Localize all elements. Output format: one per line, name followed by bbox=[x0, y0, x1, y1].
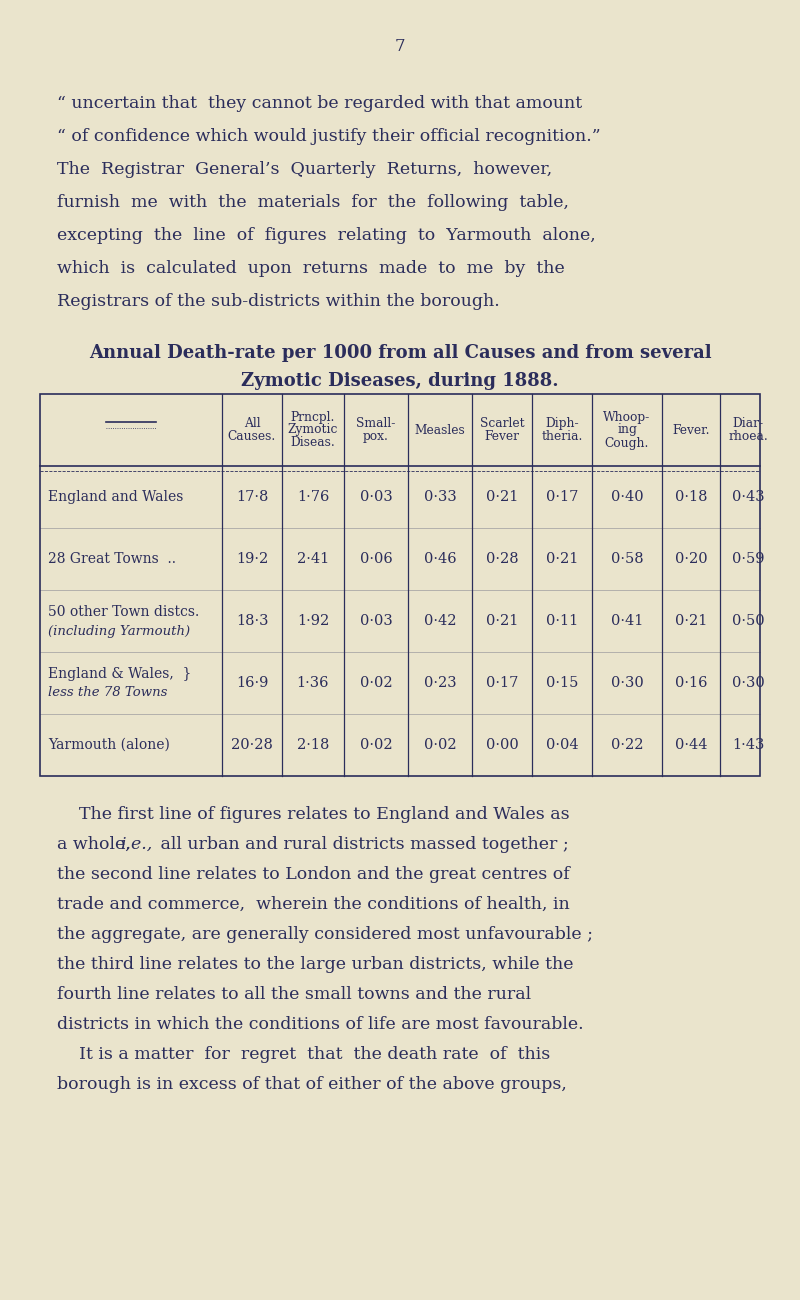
Text: 0·03: 0·03 bbox=[360, 490, 392, 504]
Text: Diseas.: Diseas. bbox=[290, 437, 335, 450]
Text: 0·11: 0·11 bbox=[546, 614, 578, 628]
Text: 0·28: 0·28 bbox=[486, 552, 518, 566]
Text: 0·02: 0·02 bbox=[360, 676, 392, 690]
Text: 19·2: 19·2 bbox=[236, 552, 268, 566]
Text: Diar-: Diar- bbox=[733, 417, 763, 430]
Text: (including Yarmouth): (including Yarmouth) bbox=[48, 624, 190, 637]
Text: 18·3: 18·3 bbox=[236, 614, 268, 628]
Text: Cough.: Cough. bbox=[605, 437, 649, 450]
Text: 0·06: 0·06 bbox=[360, 552, 392, 566]
Text: 0·15: 0·15 bbox=[546, 676, 578, 690]
Text: 50 other Town distcs.: 50 other Town distcs. bbox=[48, 604, 199, 619]
Text: 0·21: 0·21 bbox=[486, 490, 518, 504]
Text: Diph-: Diph- bbox=[545, 417, 579, 430]
Text: 17·8: 17·8 bbox=[236, 490, 268, 504]
Text: 0·40: 0·40 bbox=[610, 490, 643, 504]
Text: 1·36: 1·36 bbox=[297, 676, 330, 690]
Text: 0·59: 0·59 bbox=[732, 552, 764, 566]
Text: Measles: Measles bbox=[414, 424, 466, 437]
Text: 0·21: 0·21 bbox=[546, 552, 578, 566]
Text: 0·04: 0·04 bbox=[546, 738, 578, 751]
Text: 0·50: 0·50 bbox=[732, 614, 764, 628]
Text: 0·00: 0·00 bbox=[486, 738, 518, 751]
Text: 0·23: 0·23 bbox=[424, 676, 456, 690]
Text: Scarlet: Scarlet bbox=[480, 417, 524, 430]
Bar bbox=[40, 394, 760, 776]
Text: fourth line relates to all the small towns and the rural: fourth line relates to all the small tow… bbox=[57, 985, 531, 1004]
Text: 20·28: 20·28 bbox=[231, 738, 273, 751]
Text: Fever: Fever bbox=[485, 430, 519, 443]
Text: Prncpl.: Prncpl. bbox=[291, 411, 335, 424]
Text: 16·9: 16·9 bbox=[236, 676, 268, 690]
Text: 0·17: 0·17 bbox=[546, 490, 578, 504]
Text: 1·92: 1·92 bbox=[297, 614, 329, 628]
Text: excepting  the  line  of  figures  relating  to  Yarmouth  alone,: excepting the line of figures relating t… bbox=[57, 227, 596, 244]
Text: The  Registrar  General’s  Quarterly  Returns,  however,: The Registrar General’s Quarterly Return… bbox=[57, 161, 552, 178]
Text: Yarmouth (alone): Yarmouth (alone) bbox=[48, 738, 170, 751]
Text: 0·44: 0·44 bbox=[674, 738, 707, 751]
Text: 0·21: 0·21 bbox=[675, 614, 707, 628]
Text: theria.: theria. bbox=[542, 430, 582, 443]
Text: 28 Great Towns  ..: 28 Great Towns .. bbox=[48, 552, 176, 566]
Text: England and Wales: England and Wales bbox=[48, 490, 183, 504]
Text: ing: ing bbox=[617, 424, 637, 437]
Text: 0·02: 0·02 bbox=[424, 738, 456, 751]
Text: pox.: pox. bbox=[363, 430, 389, 443]
Text: 0·02: 0·02 bbox=[360, 738, 392, 751]
Text: the aggregate, are generally considered most unfavourable ;: the aggregate, are generally considered … bbox=[57, 926, 593, 942]
Text: 0·30: 0·30 bbox=[732, 676, 764, 690]
Text: 0·20: 0·20 bbox=[674, 552, 707, 566]
Text: 0·17: 0·17 bbox=[486, 676, 518, 690]
Text: Whoop-: Whoop- bbox=[603, 411, 650, 424]
Text: Zymotic Diseases, during 1888.: Zymotic Diseases, during 1888. bbox=[241, 372, 559, 390]
Text: Annual Death-rate per 1000 from all Causes and from several: Annual Death-rate per 1000 from all Caus… bbox=[89, 344, 711, 361]
Text: less the 78 Towns: less the 78 Towns bbox=[48, 686, 167, 699]
Text: a whole,: a whole, bbox=[57, 836, 136, 853]
Text: 0·58: 0·58 bbox=[610, 552, 643, 566]
Text: 0·33: 0·33 bbox=[424, 490, 456, 504]
Text: Causes.: Causes. bbox=[228, 430, 276, 443]
Text: districts in which the conditions of life are most favourable.: districts in which the conditions of lif… bbox=[57, 1017, 584, 1034]
Text: furnish  me  with  the  materials  for  the  following  table,: furnish me with the materials for the fo… bbox=[57, 194, 569, 211]
Text: Small-: Small- bbox=[356, 417, 396, 430]
Text: 0·46: 0·46 bbox=[424, 552, 456, 566]
Text: borough is in excess of that of either of the above groups,: borough is in excess of that of either o… bbox=[57, 1076, 567, 1093]
Text: 0·16: 0·16 bbox=[674, 676, 707, 690]
Text: Registrars of the sub-districts within the borough.: Registrars of the sub-districts within t… bbox=[57, 292, 500, 309]
Text: the second line relates to London and the great centres of: the second line relates to London and th… bbox=[57, 866, 570, 883]
Text: 0·21: 0·21 bbox=[486, 614, 518, 628]
Text: Zymotic: Zymotic bbox=[288, 424, 338, 437]
Text: The first line of figures relates to England and Wales as: The first line of figures relates to Eng… bbox=[57, 806, 570, 823]
Text: the third line relates to the large urban districts, while the: the third line relates to the large urba… bbox=[57, 956, 574, 972]
Text: 1·76: 1·76 bbox=[297, 490, 329, 504]
Text: 2·18: 2·18 bbox=[297, 738, 329, 751]
Text: all urban and rural districts massed together ;: all urban and rural districts massed tog… bbox=[155, 836, 569, 853]
Text: 0·03: 0·03 bbox=[360, 614, 392, 628]
Text: 0·22: 0·22 bbox=[610, 738, 643, 751]
Text: Fever.: Fever. bbox=[672, 424, 710, 437]
Text: 0·42: 0·42 bbox=[424, 614, 456, 628]
Text: 7: 7 bbox=[394, 38, 406, 55]
Text: 2·41: 2·41 bbox=[297, 552, 329, 566]
Text: 0·43: 0·43 bbox=[732, 490, 764, 504]
Text: rhoea.: rhoea. bbox=[728, 430, 768, 443]
Text: 0·41: 0·41 bbox=[611, 614, 643, 628]
Text: 0·30: 0·30 bbox=[610, 676, 643, 690]
Text: i.e.,: i.e., bbox=[120, 836, 152, 853]
Text: “ uncertain that  they cannot be regarded with that amount: “ uncertain that they cannot be regarded… bbox=[57, 95, 582, 112]
Text: “ of confidence which would justify their official recognition.”: “ of confidence which would justify thei… bbox=[57, 127, 601, 146]
Text: which  is  calculated  upon  returns  made  to  me  by  the: which is calculated upon returns made to… bbox=[57, 260, 565, 277]
Text: England & Wales,  }: England & Wales, } bbox=[48, 667, 191, 681]
Text: All: All bbox=[244, 417, 260, 430]
Text: It is a matter  for  regret  that  the death rate  of  this: It is a matter for regret that the death… bbox=[57, 1046, 550, 1063]
Text: 1·43: 1·43 bbox=[732, 738, 764, 751]
Text: trade and commerce,  wherein the conditions of health, in: trade and commerce, wherein the conditio… bbox=[57, 896, 570, 913]
Text: 0·18: 0·18 bbox=[674, 490, 707, 504]
